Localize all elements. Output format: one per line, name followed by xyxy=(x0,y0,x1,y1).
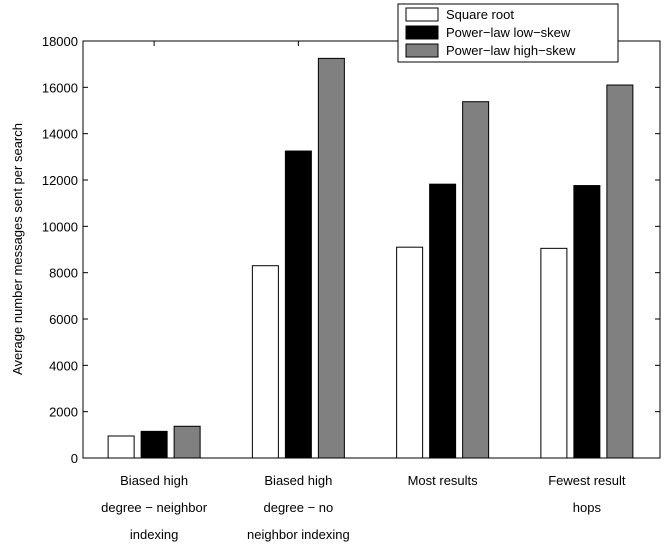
bar xyxy=(540,247,568,459)
bar xyxy=(107,435,135,459)
legend-swatch xyxy=(405,7,439,22)
plot-frame xyxy=(82,40,661,459)
y-tick-label: 0 xyxy=(71,451,78,466)
bar xyxy=(429,183,457,459)
bar xyxy=(606,84,634,459)
y-tick-label: 14000 xyxy=(42,127,78,142)
tick-labels: 0 2000 4000 6000 8000 10000 12000 14000 16000 180… xyxy=(42,34,626,542)
x-tick-label: Fewest result xyxy=(548,473,626,488)
x-tick-label: indexing xyxy=(130,527,178,542)
x-tick-label: neighbor indexing xyxy=(247,527,350,542)
x-tick-label: Biased high xyxy=(120,473,188,488)
bar xyxy=(462,101,490,459)
bars xyxy=(107,57,634,459)
y-tick-label: 6000 xyxy=(49,312,78,327)
bar xyxy=(317,57,345,459)
x-tick-label: degree − no xyxy=(263,500,333,515)
y-tick-label: 2000 xyxy=(49,405,78,420)
x-tick-label: hops xyxy=(573,500,602,515)
x-tick-label: degree − neighbor xyxy=(101,500,208,515)
legend-label: Power−law low−skew xyxy=(446,25,571,40)
bar xyxy=(251,265,279,459)
y-tick-label: 4000 xyxy=(49,358,78,373)
axes xyxy=(82,40,661,459)
legend-label: Square root xyxy=(446,7,514,22)
x-tick-label: Biased high xyxy=(264,473,332,488)
bar xyxy=(396,246,424,459)
legend-swatch xyxy=(405,25,439,40)
y-tick-label: 10000 xyxy=(42,219,78,234)
legend-label: Power−law high−skew xyxy=(446,43,576,58)
y-tick-label: 16000 xyxy=(42,80,78,95)
bar xyxy=(284,150,312,459)
bar xyxy=(173,425,201,459)
y-tick-label: 18000 xyxy=(42,34,78,49)
y-axis-label: Average number messages sent per search xyxy=(10,123,25,375)
bar xyxy=(140,430,168,459)
x-tick-label: Most results xyxy=(408,473,479,488)
legend-swatch xyxy=(405,43,439,58)
y-tick-label: 12000 xyxy=(42,173,78,188)
bar xyxy=(573,185,601,459)
legend: Square root Power−law low−skew Power−law h… xyxy=(397,3,619,63)
y-tick-label: 8000 xyxy=(49,266,78,281)
